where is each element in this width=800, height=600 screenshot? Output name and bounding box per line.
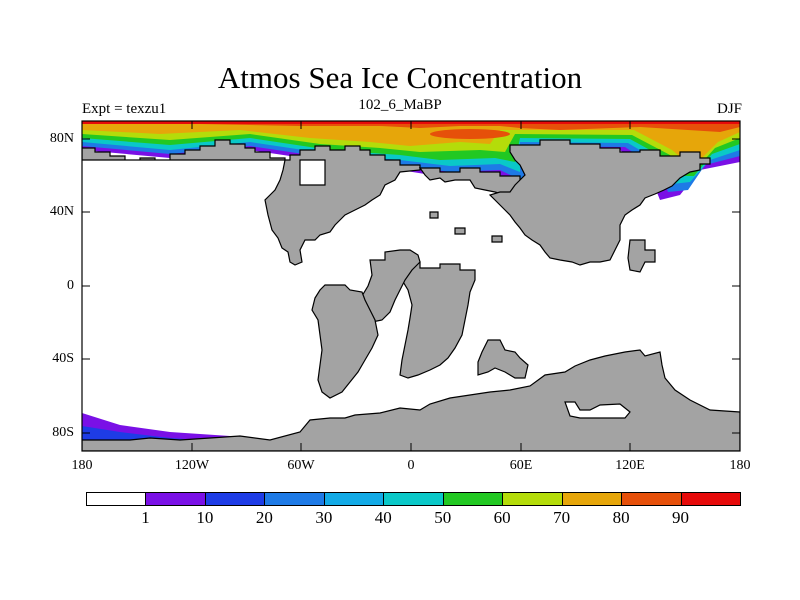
colorbar-swatch <box>383 492 444 506</box>
colorbar-swatch <box>145 492 206 506</box>
land-north-america-west <box>82 139 286 161</box>
land-antarctica <box>82 349 740 451</box>
experiment-label: Expt = texzu1 <box>82 101 167 117</box>
land-asia <box>488 139 711 266</box>
land-greenland-block <box>299 159 326 186</box>
colorbar-label: 40 <box>374 508 392 527</box>
colorbar-swatch <box>86 492 147 506</box>
land-south-asia <box>627 239 656 273</box>
land-south-america <box>311 284 379 399</box>
x-tick-label: 180 <box>71 458 93 473</box>
map-title: Atmos Sea Ice Concentration <box>217 60 583 95</box>
land-africa <box>399 261 476 379</box>
colorbar-swatch <box>621 492 682 506</box>
ice-core-high <box>430 129 510 139</box>
x-tick-label: 60W <box>287 458 315 473</box>
y-tick-label: 80N <box>49 131 74 146</box>
x-tick-label: 60E <box>509 458 533 473</box>
colorbar-label: 60 <box>493 508 511 527</box>
colorbar-label: 20 <box>255 508 273 527</box>
colorbar-swatch <box>442 492 504 506</box>
ice-band-6 <box>82 121 740 160</box>
colorbar-label: 80 <box>612 508 630 527</box>
colorbar-swatch <box>204 492 266 506</box>
x-tick-label: 120W <box>174 458 210 473</box>
colorbar-swatch <box>323 492 385 506</box>
y-tick-label: 0 <box>67 278 74 293</box>
colorbar-swatch <box>264 492 325 506</box>
colorbar-label: 70 <box>553 508 571 527</box>
age-label: 102_6_MaBP <box>358 97 442 113</box>
colorbar-swatch <box>502 492 563 506</box>
x-tick-marks <box>81 121 741 451</box>
colorbar-label: 10 <box>196 508 214 527</box>
x-tick-label: 0 <box>407 458 415 473</box>
land-island-b <box>491 235 503 243</box>
colorbar-label: 30 <box>315 508 333 527</box>
colorbar-label: 90 <box>672 508 690 527</box>
colorbar-label: 50 <box>434 508 452 527</box>
season-label: DJF <box>716 101 742 117</box>
colorbar-swatch <box>680 492 741 506</box>
colorbar-swatch <box>561 492 623 506</box>
y-tick-marks <box>82 138 740 434</box>
y-tick-label: 80S <box>52 425 74 440</box>
x-tick-label: 180 <box>729 458 751 473</box>
colorbar-label: 1 <box>141 508 150 527</box>
land-masses <box>82 139 740 451</box>
x-tick-label: 120E <box>615 458 645 473</box>
land-island-a <box>454 227 466 235</box>
arctic-sea-ice <box>82 121 740 200</box>
land-europe-islands <box>429 211 439 219</box>
y-tick-label: 40S <box>52 351 74 366</box>
land-antarctica-bay <box>564 401 631 419</box>
y-tick-label: 40N <box>49 204 74 219</box>
land-madagascar-india <box>477 339 529 379</box>
